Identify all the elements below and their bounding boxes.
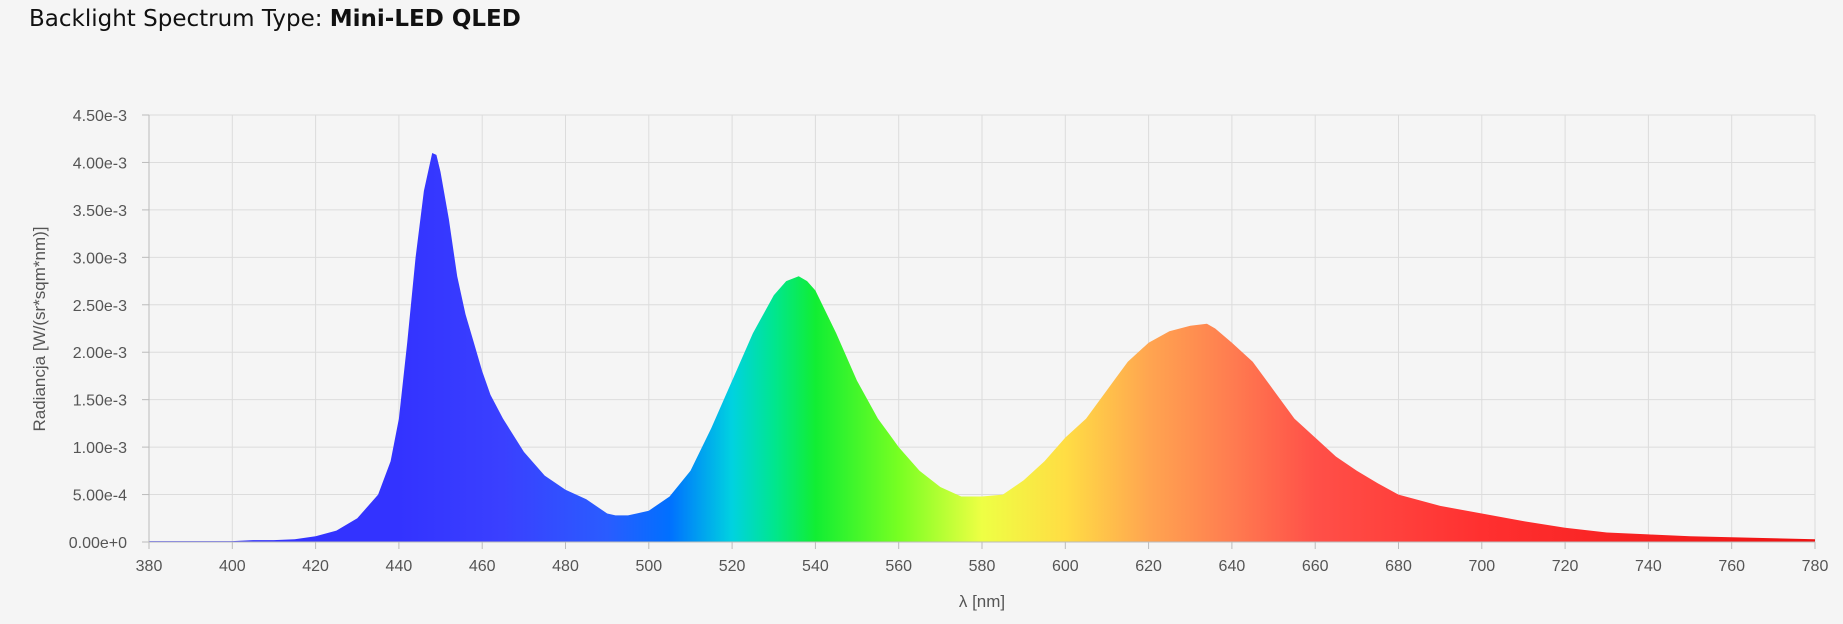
x-axis-ticks: 380 400 420 440 460 480 500 520 540 560 580 600 620 6… bbox=[136, 542, 1829, 575]
x-tick-label: 600 bbox=[1052, 558, 1079, 575]
y-tick-label: 1.50e-3 bbox=[73, 393, 127, 410]
x-tick-label: 480 bbox=[552, 558, 579, 575]
x-tick-label: 460 bbox=[469, 558, 496, 575]
x-tick-label: 580 bbox=[969, 558, 996, 575]
y-tick-label: 3.50e-3 bbox=[73, 203, 127, 220]
x-tick-label: 780 bbox=[1802, 558, 1829, 575]
x-tick-label: 540 bbox=[802, 558, 829, 575]
y-tick-label: 5.00e-4 bbox=[73, 488, 127, 505]
x-tick-label: 660 bbox=[1302, 558, 1329, 575]
x-tick-label: 400 bbox=[219, 558, 246, 575]
y-axis-ticks: 0.00e+0 5.00e-4 1.00e-3 1.50e-3 2.00e-3 2.50e… bbox=[69, 108, 149, 552]
x-tick-label: 620 bbox=[1135, 558, 1162, 575]
x-tick-label: 560 bbox=[885, 558, 912, 575]
x-tick-label: 520 bbox=[719, 558, 746, 575]
spectrum-type-label: Backlight Spectrum Type: bbox=[29, 6, 323, 32]
y-tick-label: 4.50e-3 bbox=[73, 108, 127, 125]
spectrum-chart: 380 400 420 440 460 480 500 520 540 560 580 600 620 6… bbox=[0, 60, 1843, 624]
x-tick-label: 680 bbox=[1385, 558, 1412, 575]
x-tick-label: 380 bbox=[136, 558, 163, 575]
y-tick-label: 0.00e+0 bbox=[69, 535, 127, 552]
x-tick-label: 720 bbox=[1552, 558, 1579, 575]
x-tick-label: 740 bbox=[1635, 558, 1662, 575]
y-tick-label: 4.00e-3 bbox=[73, 155, 127, 172]
x-axis-title: λ [nm] bbox=[959, 592, 1005, 611]
x-tick-label: 700 bbox=[1468, 558, 1495, 575]
page-title: Backlight Spectrum Type: Mini-LED QLED bbox=[29, 6, 521, 32]
x-tick-label: 640 bbox=[1219, 558, 1246, 575]
y-tick-label: 2.50e-3 bbox=[73, 298, 127, 315]
y-tick-label: 1.00e-3 bbox=[73, 440, 127, 457]
x-tick-label: 760 bbox=[1718, 558, 1745, 575]
x-tick-label: 500 bbox=[635, 558, 662, 575]
x-tick-label: 420 bbox=[302, 558, 329, 575]
y-tick-label: 2.00e-3 bbox=[73, 345, 127, 362]
spectrum-type-value: Mini-LED QLED bbox=[329, 6, 521, 32]
x-tick-label: 440 bbox=[386, 558, 413, 575]
y-tick-label: 3.00e-3 bbox=[73, 250, 127, 267]
y-axis-title: Radiancja [W/(sr*sqm*nm)] bbox=[30, 227, 49, 432]
